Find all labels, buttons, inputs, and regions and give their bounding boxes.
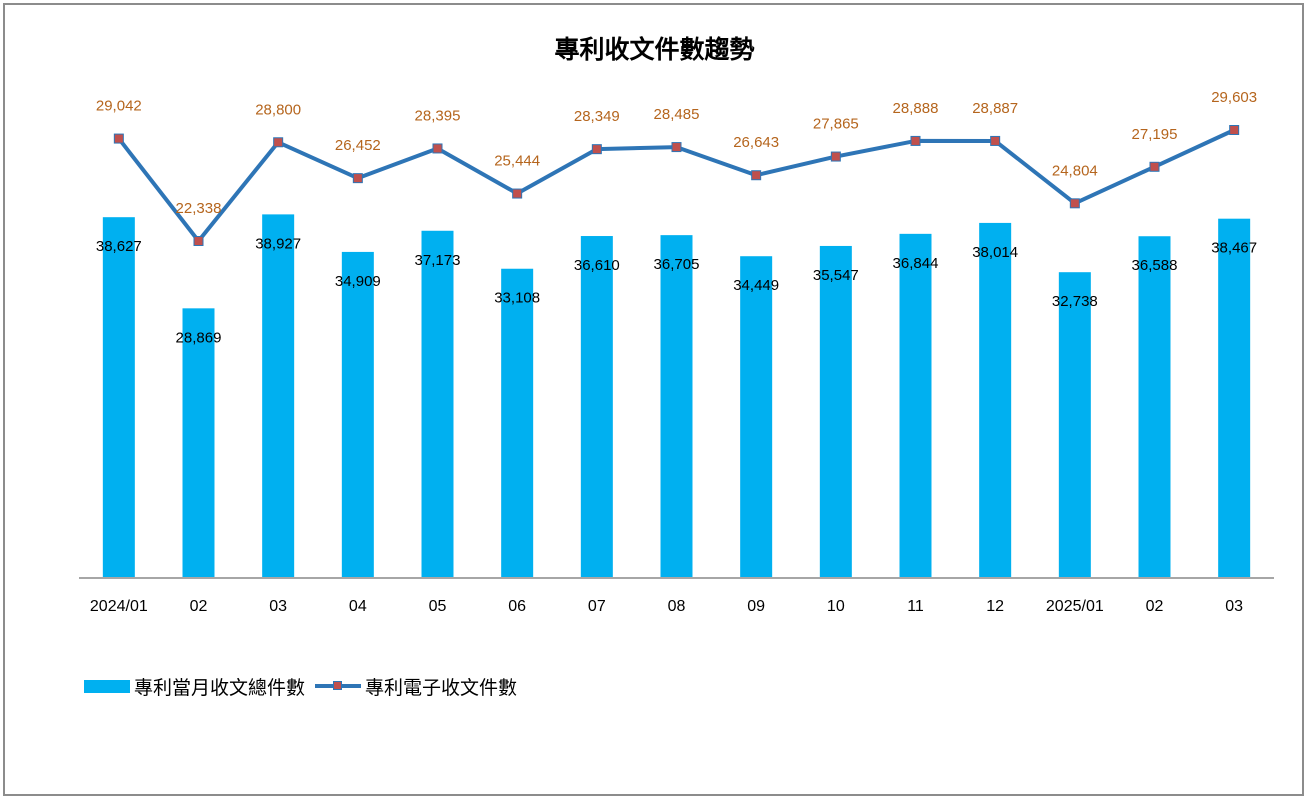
line-data-label: 28,800 bbox=[255, 101, 301, 118]
bar-data-label: 37,173 bbox=[415, 252, 461, 269]
line-data-label: 22,338 bbox=[176, 200, 222, 217]
legend-swatch-bar bbox=[84, 679, 130, 693]
x-tick-label: 2024/01 bbox=[90, 598, 148, 615]
bar-data-label: 35,547 bbox=[813, 267, 859, 284]
line-data-label: 28,485 bbox=[654, 106, 700, 123]
legend-label-bar: 專利當月收文總件數 bbox=[134, 676, 306, 699]
line-marker bbox=[193, 236, 204, 246]
bar-data-label: 32,738 bbox=[1052, 293, 1098, 310]
line-data-label: 28,395 bbox=[415, 107, 461, 124]
bar-data-label: 36,588 bbox=[1132, 257, 1178, 274]
bar bbox=[1058, 272, 1091, 578]
bar bbox=[102, 217, 135, 578]
bar bbox=[262, 214, 295, 579]
bar-data-label: 38,014 bbox=[972, 244, 1018, 261]
line-data-label: 29,042 bbox=[96, 98, 142, 115]
line-data-label: 28,887 bbox=[972, 100, 1018, 117]
x-tick-label: 02 bbox=[1146, 598, 1164, 615]
line-marker bbox=[512, 188, 523, 199]
bar bbox=[1218, 218, 1251, 579]
line-marker bbox=[910, 135, 921, 146]
x-tick-label: 04 bbox=[349, 598, 367, 615]
x-tick-label: 08 bbox=[668, 598, 686, 615]
bar-data-label: 36,705 bbox=[654, 256, 700, 273]
bar-data-label: 28,869 bbox=[176, 329, 222, 346]
x-tick-label: 03 bbox=[1225, 598, 1243, 615]
bar bbox=[182, 308, 215, 578]
x-tick-label: 03 bbox=[269, 598, 287, 615]
legend-item-line: 專利電子收文件數 bbox=[315, 673, 517, 700]
legend: 專利當月收文總件數 專利電子收文件數 bbox=[84, 672, 527, 700]
line-marker bbox=[432, 143, 443, 154]
line-marker bbox=[591, 144, 602, 155]
x-tick-label: 11 bbox=[907, 598, 924, 615]
bar bbox=[341, 251, 374, 578]
line-data-label: 28,349 bbox=[574, 108, 620, 125]
line-marker bbox=[113, 133, 124, 144]
x-tick-label: 12 bbox=[986, 598, 1004, 615]
line-data-label: 29,603 bbox=[1211, 89, 1257, 106]
line-marker bbox=[352, 173, 363, 184]
line-marker bbox=[1229, 125, 1240, 135]
line-data-label: 27,865 bbox=[813, 116, 859, 133]
bar bbox=[660, 235, 693, 578]
bar-data-label: 33,108 bbox=[494, 290, 540, 307]
bar bbox=[899, 233, 932, 578]
legend-label-line: 專利電子收文件數 bbox=[365, 676, 518, 699]
bar-data-label: 36,610 bbox=[574, 257, 620, 274]
bar-data-label: 38,467 bbox=[1211, 240, 1257, 257]
bar bbox=[580, 236, 613, 579]
line-marker bbox=[273, 137, 284, 148]
x-tick-label: 07 bbox=[588, 598, 606, 615]
chart-title: 專利收文件數趨勢 bbox=[554, 35, 755, 64]
legend-marker bbox=[333, 681, 343, 690]
line-marker bbox=[751, 170, 762, 181]
line-marker bbox=[1149, 161, 1160, 172]
bar-data-label: 34,909 bbox=[335, 273, 381, 290]
bar-data-label: 38,627 bbox=[96, 238, 142, 255]
bar bbox=[1138, 236, 1171, 579]
line-data-label: 28,888 bbox=[893, 100, 939, 117]
bar bbox=[740, 256, 773, 578]
bar bbox=[501, 268, 534, 578]
bar-data-label: 38,927 bbox=[255, 235, 301, 252]
legend-swatch-line bbox=[315, 679, 362, 693]
bar bbox=[421, 230, 454, 578]
x-tick-label: 02 bbox=[190, 598, 208, 615]
line-data-label: 26,452 bbox=[335, 137, 381, 154]
x-tick-label: 05 bbox=[429, 598, 447, 615]
x-tick-label: 09 bbox=[747, 598, 765, 615]
line-marker bbox=[830, 151, 841, 162]
bar bbox=[819, 245, 852, 578]
line-data-label: 24,804 bbox=[1052, 162, 1098, 179]
legend-item-bar: 專利當月收文總件數 bbox=[84, 673, 305, 700]
x-tick-label: 06 bbox=[508, 598, 526, 615]
bar-data-label: 36,844 bbox=[893, 255, 939, 272]
line-data-label: 27,195 bbox=[1132, 126, 1178, 143]
line-data-label: 26,643 bbox=[733, 134, 779, 151]
bar bbox=[979, 222, 1012, 579]
line-marker bbox=[1069, 198, 1080, 209]
line-marker bbox=[990, 135, 1001, 146]
x-tick-label: 10 bbox=[827, 598, 845, 615]
line-marker bbox=[671, 142, 682, 153]
line-data-label: 25,444 bbox=[494, 153, 540, 170]
bar-data-label: 34,449 bbox=[733, 277, 779, 294]
x-tick-label: 2025/01 bbox=[1046, 598, 1104, 615]
